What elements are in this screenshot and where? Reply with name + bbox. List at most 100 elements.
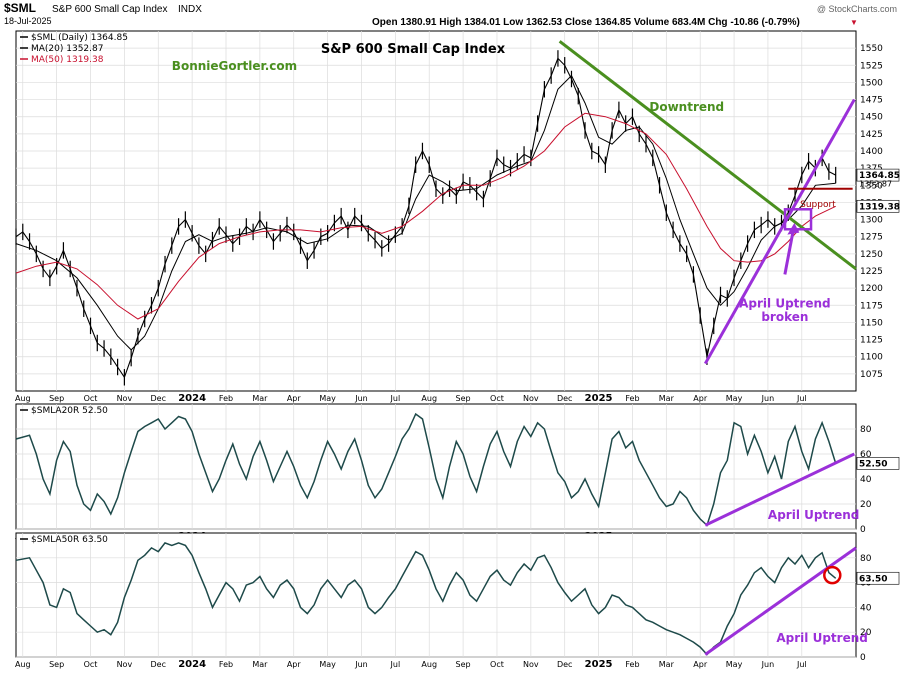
highlight-circle <box>823 565 842 585</box>
x-tick-label: Jun <box>354 660 368 669</box>
x-tick-label: 2024 <box>178 393 206 404</box>
watermark: BonnieGortler.com <box>172 59 297 73</box>
y-tick-label: 1475 <box>860 96 883 106</box>
x-tick-label: Oct <box>84 660 98 669</box>
x-tick-label: Mar <box>659 394 675 403</box>
y-tick-label: 1275 <box>860 233 883 243</box>
y-tick-label: 1550 <box>860 44 883 54</box>
y-tick-label: 80 <box>860 554 872 564</box>
legend-entry: MA(50) 1319.38 <box>31 55 104 65</box>
series-line <box>15 112 836 320</box>
annotation-label: April Uptrend <box>739 296 830 310</box>
x-tick-label: Nov <box>117 660 133 669</box>
legend-entry: $SMLA50R 63.50 <box>31 535 108 545</box>
index-name: S&P 600 Small Cap Index <box>52 4 167 15</box>
y-tick-label: 1175 <box>860 301 883 311</box>
last-value-tag: 52.50 <box>859 459 887 469</box>
last-price-tag: 1364.85 <box>859 171 900 181</box>
chart-date: 18-Jul-2025 <box>4 16 52 26</box>
series-line <box>15 74 836 351</box>
annotation-label: Downtrend <box>649 100 724 114</box>
x-tick-label: Sep <box>49 660 64 669</box>
x-tick-label: Mar <box>252 394 268 403</box>
support-label: Support <box>800 200 836 210</box>
y-tick-label: 40 <box>860 475 872 485</box>
x-tick-label: Feb <box>625 394 639 403</box>
x-tick-label: May <box>319 394 336 403</box>
chart-title: S&P 600 Small Cap Index <box>321 42 506 57</box>
x-tick-label: Nov <box>117 394 133 403</box>
x-tick-label: Oct <box>490 394 504 403</box>
x-tick-label: 2025 <box>585 393 613 404</box>
trend-line <box>704 452 855 527</box>
annotation-label: April Uptrend <box>776 631 867 645</box>
series-line <box>15 412 837 527</box>
last-value-tag-box <box>856 457 900 470</box>
panel-frame <box>15 30 857 392</box>
x-tick-label: Feb <box>625 660 639 669</box>
x-tick-label: Jul <box>390 394 401 403</box>
y-tick-label: 0 <box>860 525 866 535</box>
y-tick-label: 1350 <box>860 181 883 191</box>
x-tick-label: Oct <box>84 394 98 403</box>
copyright: @ StockCharts.com <box>817 4 897 14</box>
x-tick-label: 2024 <box>178 659 206 670</box>
y-tick-label: 60 <box>860 450 872 460</box>
x-tick-label: Apr <box>693 660 708 669</box>
x-tick-label: Aug <box>15 394 31 403</box>
x-tick-label: Feb <box>219 394 233 403</box>
ohlc-readout: Open 1380.91 High 1384.01 Low 1362.53 Cl… <box>372 17 800 28</box>
y-tick-label: 1300 <box>860 216 883 226</box>
symbol: $SML <box>4 1 36 15</box>
x-tick-label: Dec <box>151 394 166 403</box>
x-tick-label: Jun <box>761 394 775 403</box>
x-tick-label: 2025 <box>585 659 613 670</box>
legend-entry: $SML (Daily) 1364.85 <box>31 33 128 43</box>
x-tick-label: Apr <box>287 394 302 403</box>
exchange: INDX <box>178 4 202 15</box>
y-tick-label: 1225 <box>860 267 883 277</box>
x-tick-label: Oct <box>490 660 504 669</box>
legend-entry: $SMLA20R 52.50 <box>31 406 108 416</box>
x-tick-label: Apr <box>287 660 302 669</box>
panel-0: 1075 1100 1125 1150 1175 1200 1225 1250 1275 1300… <box>15 30 900 404</box>
annotation-label: April Uptrend <box>768 508 859 522</box>
last-value-tag-box <box>856 571 900 585</box>
annotation-label: broken <box>761 310 808 324</box>
x-tick-label: May <box>726 660 743 669</box>
trend-line <box>704 546 857 656</box>
x-tick-label: Jul <box>796 660 807 669</box>
ma50-tag: 1319.38 <box>859 202 900 212</box>
x-tick-label: Apr <box>693 394 708 403</box>
x-tick-label: Mar <box>659 660 675 669</box>
y-tick-label: 80 <box>860 425 872 435</box>
panel-frame <box>15 403 857 530</box>
arrow-head-icon <box>787 223 800 235</box>
y-tick-label: 1425 <box>860 130 883 140</box>
breakdown-box <box>783 208 813 231</box>
panel-1: 020406080AugSepOctNovDec2024FebMarAprMay… <box>15 403 900 542</box>
x-tick-label: Jul <box>796 394 807 403</box>
x-tick-label: Aug <box>421 394 437 403</box>
x-tick-label: Aug <box>15 660 31 669</box>
y-tick-label: 40 <box>860 603 872 613</box>
x-tick-label: Jul <box>390 660 401 669</box>
last-value-tag: 63.50 <box>859 574 887 584</box>
y-tick-label: 1250 <box>860 250 883 260</box>
y-tick-label: 1500 <box>860 78 883 88</box>
x-tick-label: Sep <box>49 394 64 403</box>
x-tick-label: Mar <box>252 660 268 669</box>
y-tick-label: 1400 <box>860 147 883 157</box>
x-tick-label: Feb <box>219 660 233 669</box>
x-tick-label: Dec <box>151 660 166 669</box>
y-tick-label: 1150 <box>860 318 883 328</box>
y-tick-label: 1125 <box>860 336 883 346</box>
x-tick-label: Nov <box>523 394 539 403</box>
x-tick-label: Aug <box>421 660 437 669</box>
y-tick-label: 1075 <box>860 370 883 380</box>
ma20-tag: 1352.87 <box>859 179 892 188</box>
trend-line <box>558 40 857 271</box>
panel-frame <box>15 532 857 658</box>
x-tick-label: May <box>319 660 336 669</box>
